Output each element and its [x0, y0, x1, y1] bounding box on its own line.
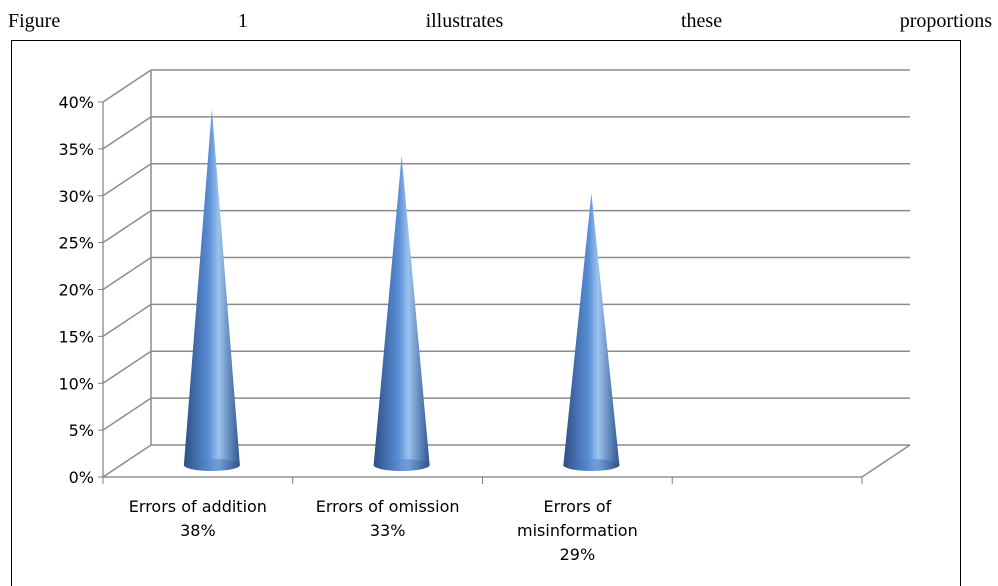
y-tick-label: 10% [58, 374, 94, 393]
gridline-side [102, 350, 152, 384]
x-category-label: misinformation [517, 521, 638, 540]
x-category-label: 29% [560, 545, 596, 564]
caption-word: illustrates [425, 10, 504, 32]
x-category-label: Errors of [543, 497, 611, 516]
cone-base [373, 459, 430, 471]
y-tick-label: 30% [58, 187, 94, 206]
x-category-label: 38% [180, 521, 216, 540]
chart-axes [98, 101, 863, 484]
chart-cones [183, 108, 620, 471]
figure-caption-line: Figure 1 illustrates these proportions [8, 10, 992, 36]
cone-body [183, 108, 240, 471]
gridline-side [102, 210, 152, 244]
y-tick-label: 20% [58, 281, 94, 300]
cone-body [563, 193, 620, 471]
y-tick-label: 15% [58, 327, 94, 346]
cone-bar [183, 108, 240, 471]
caption-word: 1 [237, 10, 248, 32]
y-tick-label: 5% [69, 421, 94, 440]
caption-word: proportions [899, 10, 992, 32]
chart-labels: 0% 5% 10% 15% 20% 25% 30% 35% 40% Errors of addit… [58, 93, 637, 564]
gridline-side [102, 116, 152, 150]
floor-edge [861, 444, 911, 478]
cone-bar [373, 155, 430, 471]
cone-base [563, 459, 620, 471]
y-tick-label: 40% [58, 93, 94, 112]
x-category-label: Errors of omission [316, 497, 460, 516]
chart-gridlines [102, 69, 911, 478]
chart-frame [11, 40, 961, 586]
cone-base [183, 459, 240, 471]
cone-body [373, 155, 430, 471]
gridline-side [102, 444, 152, 478]
y-tick-label: 25% [58, 234, 94, 253]
y-tick-label: 0% [69, 468, 94, 487]
gridline-side [102, 69, 152, 103]
gridline-side [102, 163, 152, 197]
gridline-side [102, 397, 152, 431]
x-category-label: Errors of addition [129, 497, 267, 516]
gridline-side [102, 256, 152, 291]
x-category-label: 33% [370, 521, 406, 540]
caption-word: these [681, 10, 723, 32]
gridline-side [102, 303, 152, 337]
caption-word: Figure [8, 10, 61, 32]
y-tick-label: 35% [58, 140, 94, 159]
cone-bar [563, 193, 620, 471]
